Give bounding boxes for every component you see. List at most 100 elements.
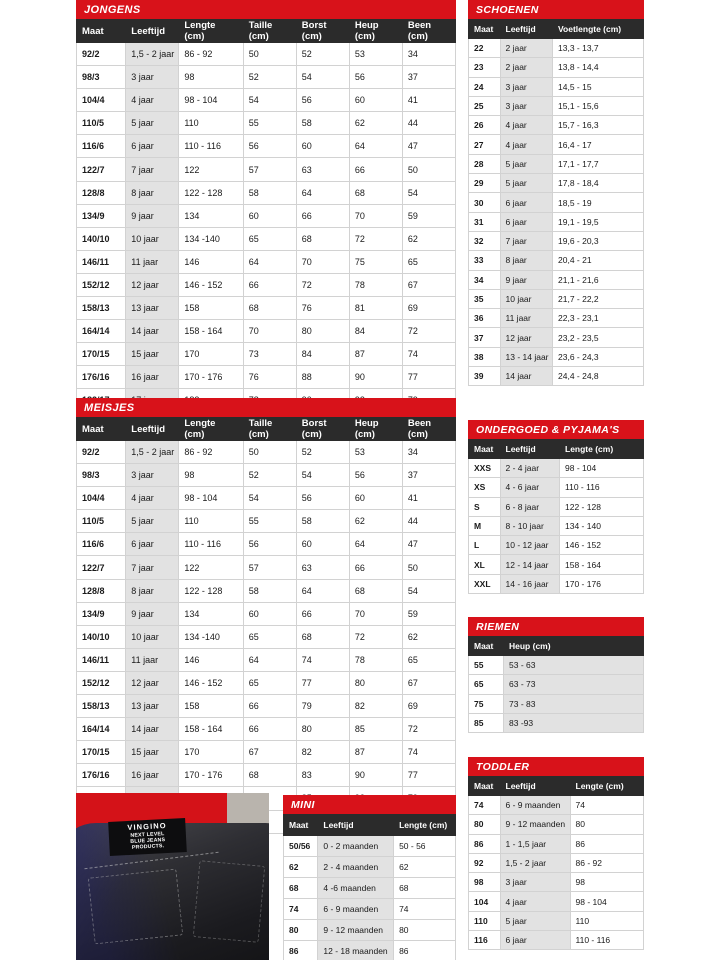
column-header: Lengte (cm) [569,776,644,796]
size-table-mini: Maat Leeftijd Lengte (cm) 50/56 0 - 2 maande… [282,814,456,960]
table-row: 152/12 12 jaar 146 - 152 66 72 78 67 [75,272,457,298]
size-cell: 30 [468,192,501,213]
measurement-cell: 170 - 176 [178,365,244,390]
measurement-cell: 74 [569,794,644,816]
table-header-row: Maat Leeftijd Lengte (cm) [468,439,644,459]
measurement-cell: 170 - 176 [178,763,244,788]
table-row: 80 9 - 12 maanden 80 [282,919,456,941]
measurement-cell: 16 jaar [125,365,180,390]
table-row: 25 3 jaar 15,1 - 15,6 [468,95,644,117]
measurement-cell: 20,4 - 21 [552,250,644,271]
measurement-cell: 12 - 18 maanden [317,940,395,960]
measurement-cell: 14,5 - 15 [552,76,644,97]
measurement-cell: 10 jaar [499,288,553,310]
measurement-cell: 65 [242,624,297,649]
column-header: Maat [282,814,319,836]
measurement-cell: 146 [178,249,244,274]
measurement-cell: 13,3 - 13,7 [552,37,644,59]
table-row: 27 4 jaar 16,4 - 17 [468,134,644,155]
measurement-cell: 15 jaar [125,342,180,367]
measurement-cell: 14 - 16 jaar [499,573,560,595]
table-row: 75 73 - 83 [468,693,644,714]
measurement-cell: 60 [242,601,297,626]
measurement-cell: 1,5 - 2 jaar [499,852,571,874]
size-table-jongens: Maat Leeftijd Lengte (cm) Taille (cm) Borst … [75,19,457,436]
size-cell: 140/10 [75,624,127,649]
column-header: Heup (cm) [503,636,644,656]
table-title-riemen: RIEMEN [468,617,644,636]
table-row: 116/6 6 jaar 110 - 116 56 60 64 47 [75,134,457,159]
measurement-cell: 9 jaar [125,203,180,228]
size-cell: 104/4 [75,486,127,511]
column-header: Voetlengte (cm) [552,19,644,39]
measurement-cell: 68 [295,226,350,251]
size-cell: 134/9 [75,203,127,228]
measurement-cell: 86 - 92 [178,41,244,67]
size-cell: 68 [282,877,319,899]
size-cell: 98 [468,872,501,893]
measurement-cell: 23,6 - 24,3 [552,346,644,368]
measurement-cell: 1 - 1,5 jaar [499,833,571,854]
measurement-cell: 80 [569,814,644,835]
size-cell: 110/5 [75,111,127,136]
measurement-cell: 16,4 - 17 [552,134,644,155]
measurement-cell: 110 - 116 [178,134,244,159]
size-cell: 122/7 [75,157,127,182]
table-header-row: Maat Leeftijd Lengte (cm) [468,776,644,796]
measurement-cell: 54 [295,463,350,488]
table-row: XS 4 - 6 jaar 110 - 116 [468,477,644,498]
measurement-cell: 34 [401,439,457,465]
measurement-cell: 56 [295,486,350,511]
measurement-cell: 110 - 116 [178,532,244,557]
measurement-cell: 34 [401,41,457,67]
size-cell: 74 [468,794,501,816]
measurement-cell: 74 [401,342,457,367]
measurement-cell: 50 - 56 [393,835,456,857]
measurement-cell: 6 jaar [499,930,571,951]
column-header: Maat [468,636,504,656]
table-title-schoenen: SCHOENEN [468,0,644,19]
measurement-cell: 44 [401,111,457,136]
measurement-cell: 8 jaar [125,578,180,603]
measurement-cell: 70 [348,203,403,228]
size-cell: 85 [468,712,504,734]
measurement-cell: 52 [295,439,350,465]
table-row: 92/2 1,5 - 2 jaar 86 - 92 50 52 53 34 [75,41,457,67]
measurement-cell: 12 jaar [499,327,553,348]
table-header-row: Maat Leeftijd Lengte (cm) Taille (cm) Borst … [75,417,457,441]
measurement-cell: 21,1 - 21,6 [552,269,644,290]
measurement-cell: 65 [401,249,457,274]
table-row: 26 4 jaar 15,7 - 16,3 [468,115,644,136]
measurement-cell: 62 [401,226,457,251]
table-row: XXL 14 - 16 jaar 170 - 176 [468,573,644,595]
table-jongens: JONGENS Maat Leeftijd Lengte (cm) Taille (c… [75,0,457,436]
measurement-cell: 54 [295,65,350,90]
measurement-cell: 64 [295,578,350,603]
measurement-cell: 70 [295,249,350,274]
measurement-cell: 122 - 128 [178,180,244,205]
size-cell: L [468,535,501,556]
measurement-cell: 110 - 116 [569,930,644,951]
table-row: 104 4 jaar 98 - 104 [468,891,644,912]
measurement-cell: 3 jaar [499,872,571,893]
measurement-cell: 54 [242,88,297,113]
table-row: 146/11 11 jaar 146 64 74 78 65 [75,647,457,672]
measurement-cell: 83 [295,763,350,788]
size-cell: 92/2 [75,41,127,67]
measurement-cell: 6 jaar [125,134,180,159]
table-header-row: Maat Leeftijd Lengte (cm) [282,814,456,836]
measurement-cell: 80 [295,319,350,344]
measurement-cell: 73 [242,342,297,367]
measurement-cell: 50 [242,41,297,67]
measurement-cell: 54 [401,180,457,205]
size-cell: 75 [468,693,504,714]
measurement-cell: 64 [242,647,297,672]
measurement-cell: 74 [393,898,456,920]
measurement-cell: 67 [242,740,297,765]
table-title-text: RIEMEN [476,620,520,633]
measurement-cell: 82 [295,740,350,765]
table-row: 128/8 8 jaar 122 - 128 58 64 68 54 [75,180,457,205]
measurement-cell: 68 [242,763,297,788]
measurement-cell: 58 [242,578,297,603]
